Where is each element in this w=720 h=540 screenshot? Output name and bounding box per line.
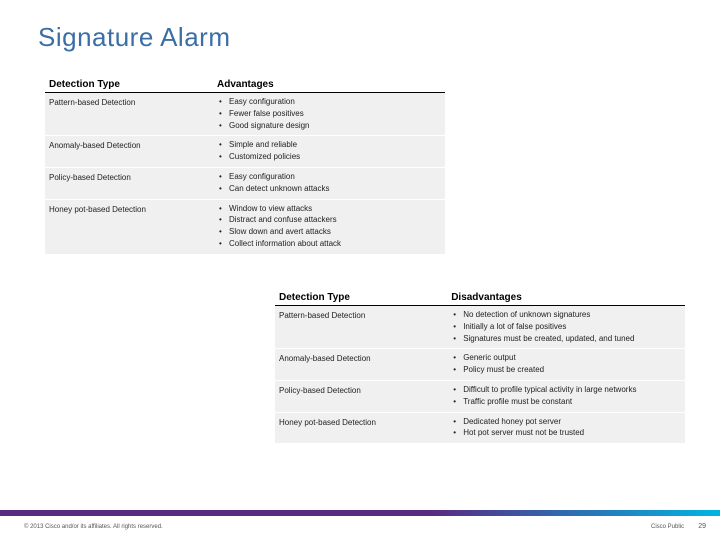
footer-page-number: 29 xyxy=(698,523,706,530)
th-detection-type: Detection Type xyxy=(275,292,447,303)
disadvantages-table: Detection Type Disadvantages Pattern-bas… xyxy=(275,288,685,444)
page-title: Signature Alarm xyxy=(0,0,720,63)
list-item: Good signature design xyxy=(217,121,441,132)
cell-detection-type: Policy-based Detection xyxy=(45,171,213,196)
cell-items: Window to view attacksDistract and confu… xyxy=(213,203,445,251)
cell-items: Generic outputPolicy must be created xyxy=(447,352,685,377)
table-header-row: Detection Type Advantages xyxy=(45,75,445,93)
cell-items: Difficult to profile typical activity in… xyxy=(447,384,685,409)
list-item: Difficult to profile typical activity in… xyxy=(451,385,681,396)
list-item: Easy configuration xyxy=(217,172,441,183)
cell-items: No detection of unknown signaturesInitia… xyxy=(447,309,685,345)
list-item: Initially a lot of false positives xyxy=(451,322,681,333)
table-row: Anomaly-based DetectionSimple and reliab… xyxy=(45,136,445,168)
cell-detection-type: Honey pot-based Detection xyxy=(45,203,213,251)
table-row: Policy-based DetectionEasy configuration… xyxy=(45,168,445,200)
list-item: Generic output xyxy=(451,353,681,364)
footer-classification: Cisco Public xyxy=(651,524,684,530)
list-item: Slow down and avert attacks xyxy=(217,227,441,238)
list-item: Can detect unknown attacks xyxy=(217,184,441,195)
cell-items: Easy configurationFewer false positivesG… xyxy=(213,96,445,132)
list-item: Signatures must be created, updated, and… xyxy=(451,334,681,345)
cell-items: Dedicated honey pot serverHot pot server… xyxy=(447,416,685,441)
table-row: Pattern-based DetectionEasy configuratio… xyxy=(45,93,445,136)
list-item: Traffic profile must be constant xyxy=(451,397,681,408)
advantages-table: Detection Type Advantages Pattern-based … xyxy=(45,75,445,255)
cell-detection-type: Pattern-based Detection xyxy=(275,309,447,345)
footer-copyright: © 2013 Cisco and/or its affiliates. All … xyxy=(24,524,163,530)
list-item: No detection of unknown signatures xyxy=(451,310,681,321)
cell-detection-type: Anomaly-based Detection xyxy=(45,139,213,164)
th-disadvantages: Disadvantages xyxy=(447,292,685,303)
table-header-row: Detection Type Disadvantages xyxy=(275,288,685,306)
th-advantages: Advantages xyxy=(213,79,445,90)
list-item: Easy configuration xyxy=(217,97,441,108)
table-row: Pattern-based DetectionNo detection of u… xyxy=(275,306,685,349)
footer-accent-bar xyxy=(0,510,720,516)
cell-items: Easy configurationCan detect unknown att… xyxy=(213,171,445,196)
list-item: Simple and reliable xyxy=(217,140,441,151)
cell-items: Simple and reliableCustomized policies xyxy=(213,139,445,164)
list-item: Distract and confuse attackers xyxy=(217,215,441,226)
th-detection-type: Detection Type xyxy=(45,79,213,90)
list-item: Collect information about attack xyxy=(217,239,441,250)
list-item: Policy must be created xyxy=(451,365,681,376)
list-item: Dedicated honey pot server xyxy=(451,417,681,428)
cell-detection-type: Pattern-based Detection xyxy=(45,96,213,132)
table-row: Policy-based Detection Difficult to profi… xyxy=(275,381,685,413)
list-item: Window to view attacks xyxy=(217,204,441,215)
list-item: Customized policies xyxy=(217,152,441,163)
list-item: Hot pot server must not be trusted xyxy=(451,428,681,439)
list-item: Fewer false positives xyxy=(217,109,441,120)
table-row: Honey pot-based DetectionDedicated honey… xyxy=(275,413,685,445)
cell-detection-type: Policy-based Detection xyxy=(275,384,447,409)
table-row: Honey pot-based DetectionWindow to view … xyxy=(45,200,445,255)
cell-detection-type: Honey pot-based Detection xyxy=(275,416,447,441)
cell-detection-type: Anomaly-based Detection xyxy=(275,352,447,377)
table-row: Anomaly-based DetectionGeneric outputPol… xyxy=(275,349,685,381)
